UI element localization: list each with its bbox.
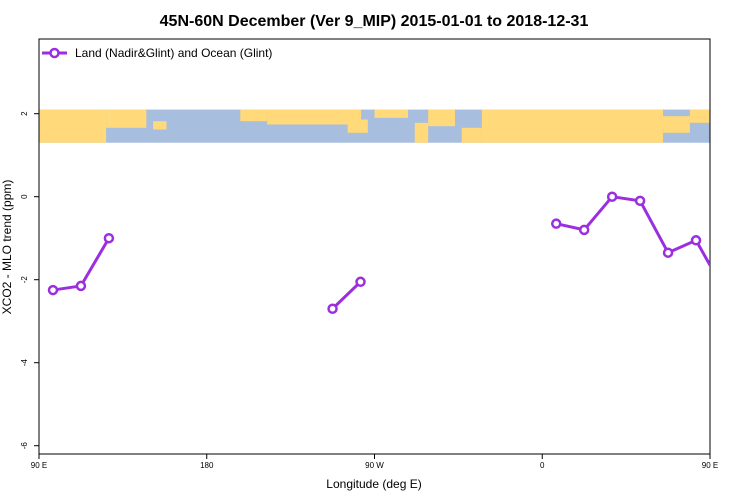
- y-axis-label: XCO2 - MLO trend (ppm): [0, 180, 14, 315]
- x-tick-label: 180: [200, 461, 214, 470]
- map-land-patch: [240, 109, 268, 122]
- map-land-patch: [461, 127, 482, 143]
- map-land: [39, 109, 710, 143]
- map-land-patch: [347, 119, 368, 133]
- legend-label: Land (Nadir&Glint) and Ocean (Glint): [75, 46, 272, 60]
- data-point: [690, 235, 702, 246]
- x-tick-label: 90 W: [365, 461, 384, 470]
- map-land-patch: [267, 109, 362, 125]
- map-land-patch: [428, 109, 456, 127]
- data-point: [606, 191, 618, 202]
- y-tick-label: 2: [20, 111, 29, 116]
- data-point: [47, 284, 59, 296]
- series-line: [555, 195, 710, 269]
- x-tick-label: 90 E: [702, 461, 718, 470]
- y-tick-label: -4: [20, 359, 29, 367]
- data-point: [327, 303, 338, 314]
- y-axis: -6 -4 -2 0 2: [20, 111, 39, 449]
- y-tick-label: -6: [20, 442, 29, 450]
- series-layer: [47, 191, 728, 314]
- plot-frame: [38, 38, 711, 455]
- data-point: [662, 247, 674, 258]
- x-axis: 90 E 180 90 W 0 90 E: [31, 454, 718, 470]
- map-land-patch: [153, 121, 167, 130]
- map-land-patch: [106, 109, 147, 128]
- map-land-patch: [663, 116, 690, 133]
- map-land-patch: [481, 109, 664, 143]
- y-tick-label: 0: [20, 194, 29, 199]
- map-strip: [39, 109, 710, 143]
- map-land-patch: [689, 109, 710, 123]
- map-land-patch: [414, 122, 429, 143]
- map-land-patch: [374, 109, 409, 118]
- x-axis-label: Longitude (deg E): [326, 477, 421, 491]
- x-tick-label: 90 E: [31, 461, 47, 470]
- y-tick-label: -2: [20, 276, 29, 284]
- data-point: [75, 280, 87, 292]
- chart-title: 45N-60N December (Ver 9_MIP) 2015-01-01 …: [160, 13, 589, 30]
- data-point: [355, 276, 366, 288]
- legend: Land (Nadir&Glint) and Ocean (Glint): [42, 46, 272, 60]
- data-point: [550, 218, 562, 229]
- series-line: [331, 280, 362, 310]
- data-point: [634, 195, 646, 207]
- x-tick-label: 0: [540, 461, 545, 470]
- data-point: [578, 224, 590, 236]
- data-point: [103, 232, 115, 244]
- legend-marker: [49, 47, 60, 59]
- map-land-patch: [39, 109, 107, 143]
- data-point: [720, 286, 728, 294]
